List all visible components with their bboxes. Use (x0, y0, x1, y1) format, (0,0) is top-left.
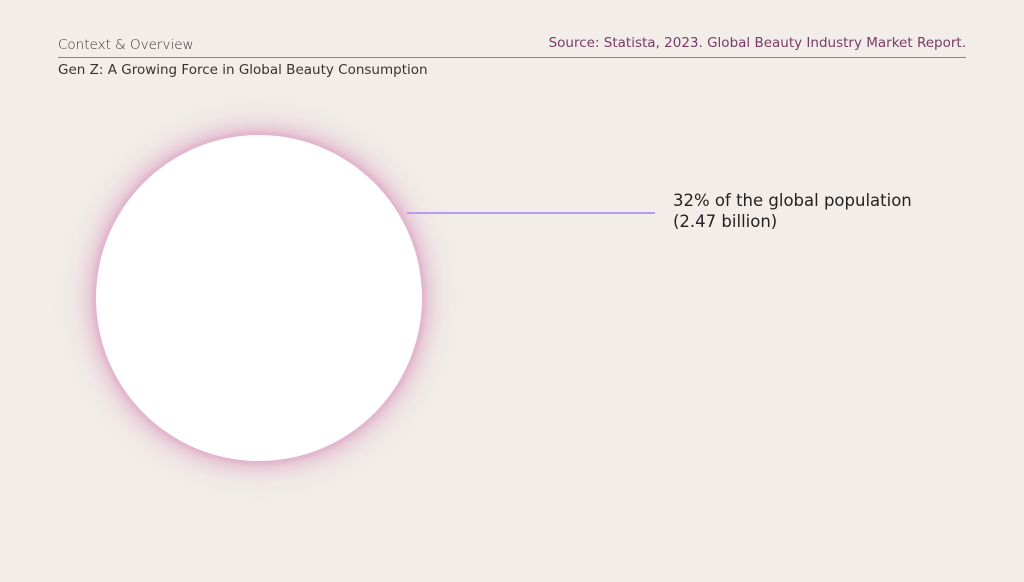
population-callout: 32% of the global population (2.47 billi… (673, 190, 912, 232)
population-circle (96, 135, 422, 461)
section-label: Context & Overview (58, 37, 194, 53)
source-citation: Source: Statista, 2023. Global Beauty In… (548, 35, 966, 51)
header-divider (58, 57, 966, 58)
callout-leader-line (407, 212, 655, 214)
callout-percent: 32% of the global population (673, 191, 912, 210)
slide-subtitle: Gen Z: A Growing Force in Global Beauty … (58, 62, 428, 78)
callout-count: (2.47 billion) (673, 212, 778, 231)
